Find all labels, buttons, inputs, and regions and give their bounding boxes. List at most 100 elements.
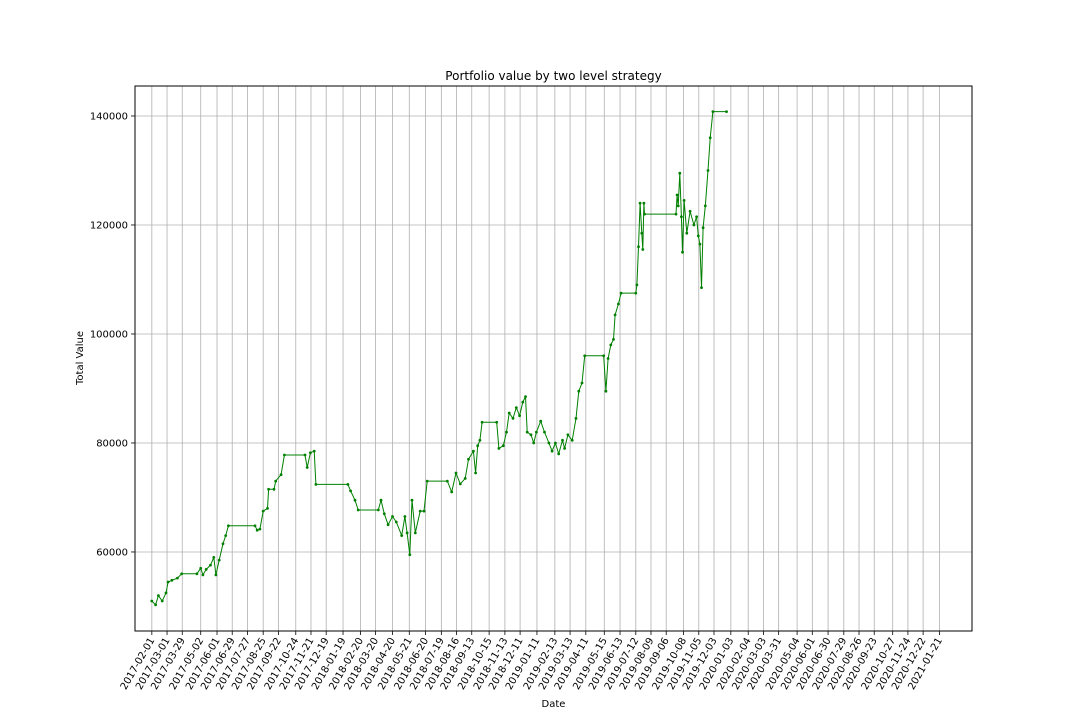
x-axis-label: Date — [542, 699, 566, 710]
data-point — [450, 490, 454, 494]
data-point — [511, 417, 515, 420]
data-point — [642, 201, 646, 205]
data-point — [405, 531, 409, 535]
series-layer — [150, 110, 728, 607]
y-tick-label: 120000 — [90, 220, 128, 231]
data-point — [638, 201, 642, 205]
data-point — [386, 523, 390, 527]
data-point — [676, 204, 680, 208]
data-point — [539, 419, 543, 423]
data-point — [609, 343, 613, 347]
data-point — [518, 414, 521, 418]
data-point — [695, 215, 698, 219]
data-point — [157, 594, 160, 597]
data-point — [212, 556, 216, 559]
data-point — [634, 291, 638, 295]
data-point — [255, 528, 259, 532]
data-point — [454, 471, 458, 475]
data-point — [201, 573, 205, 577]
data-point — [305, 466, 309, 469]
data-point — [303, 453, 307, 457]
data-point — [209, 563, 212, 567]
data-point — [274, 479, 278, 483]
data-point — [554, 441, 557, 445]
data-point — [692, 223, 696, 227]
data-point — [480, 420, 484, 424]
data-point — [312, 449, 316, 453]
data-point — [170, 578, 174, 582]
data-point — [505, 430, 508, 434]
data-point — [463, 477, 467, 480]
data-point — [176, 576, 179, 580]
data-point — [150, 599, 154, 603]
data-point — [708, 136, 712, 140]
data-point — [535, 430, 538, 434]
grid — [135, 86, 972, 631]
data-point — [602, 354, 606, 358]
data-point — [410, 498, 414, 502]
data-point — [619, 291, 623, 295]
data-point — [698, 242, 702, 246]
data-point — [349, 489, 352, 493]
data-point — [214, 573, 218, 577]
data-point — [711, 110, 715, 113]
data-point — [703, 204, 707, 208]
data-point — [204, 568, 208, 571]
data-point — [557, 452, 561, 456]
plot-frame — [134, 85, 973, 632]
data-point — [495, 420, 499, 424]
y-tick-label: 140000 — [90, 111, 128, 122]
data-point — [418, 509, 422, 513]
data-point — [314, 483, 318, 486]
data-point — [617, 302, 620, 306]
data-point — [678, 171, 682, 175]
data-point — [227, 524, 230, 528]
data-point — [258, 527, 262, 531]
data-point — [403, 515, 407, 518]
data-point — [685, 231, 689, 235]
data-point — [688, 209, 692, 213]
data-point — [400, 534, 404, 537]
data-point — [221, 542, 225, 546]
data-point — [422, 509, 426, 513]
data-point — [612, 338, 615, 341]
data-point — [497, 447, 501, 450]
chart-title: Portfolio value by two level strategy — [445, 69, 661, 83]
data-point — [583, 354, 587, 358]
data-point — [195, 572, 199, 576]
data-point — [408, 553, 412, 557]
data-point — [253, 524, 257, 528]
data-point — [376, 508, 380, 512]
data-point — [346, 483, 350, 486]
data-point — [217, 558, 221, 562]
data-point — [521, 400, 525, 404]
data-point — [682, 199, 686, 202]
data-point — [267, 487, 270, 491]
data-point — [199, 566, 203, 570]
data-point — [467, 457, 470, 461]
data-point — [507, 411, 511, 415]
data-point — [725, 110, 728, 113]
data-point — [164, 591, 168, 595]
data-point — [180, 572, 184, 576]
y-axis: 60000 80000 100000 120000 140000 — [90, 111, 135, 558]
data-point — [604, 389, 608, 393]
data-point — [514, 406, 518, 409]
y-tick-label: 80000 — [96, 438, 128, 449]
data-point — [309, 451, 312, 455]
data-point — [675, 193, 679, 197]
data-point — [550, 449, 554, 453]
y-axis-label: Total Value — [75, 331, 86, 386]
data-point — [700, 286, 703, 289]
y-tick-label: 60000 — [96, 547, 128, 558]
data-point — [577, 389, 581, 393]
data-point — [266, 507, 269, 510]
data-point — [261, 509, 265, 513]
data-point — [272, 487, 276, 491]
data-point — [543, 430, 546, 434]
data-point — [356, 508, 360, 512]
data-point — [472, 449, 475, 453]
data-point — [166, 580, 170, 584]
data-point — [394, 520, 398, 524]
data-point — [458, 482, 462, 486]
